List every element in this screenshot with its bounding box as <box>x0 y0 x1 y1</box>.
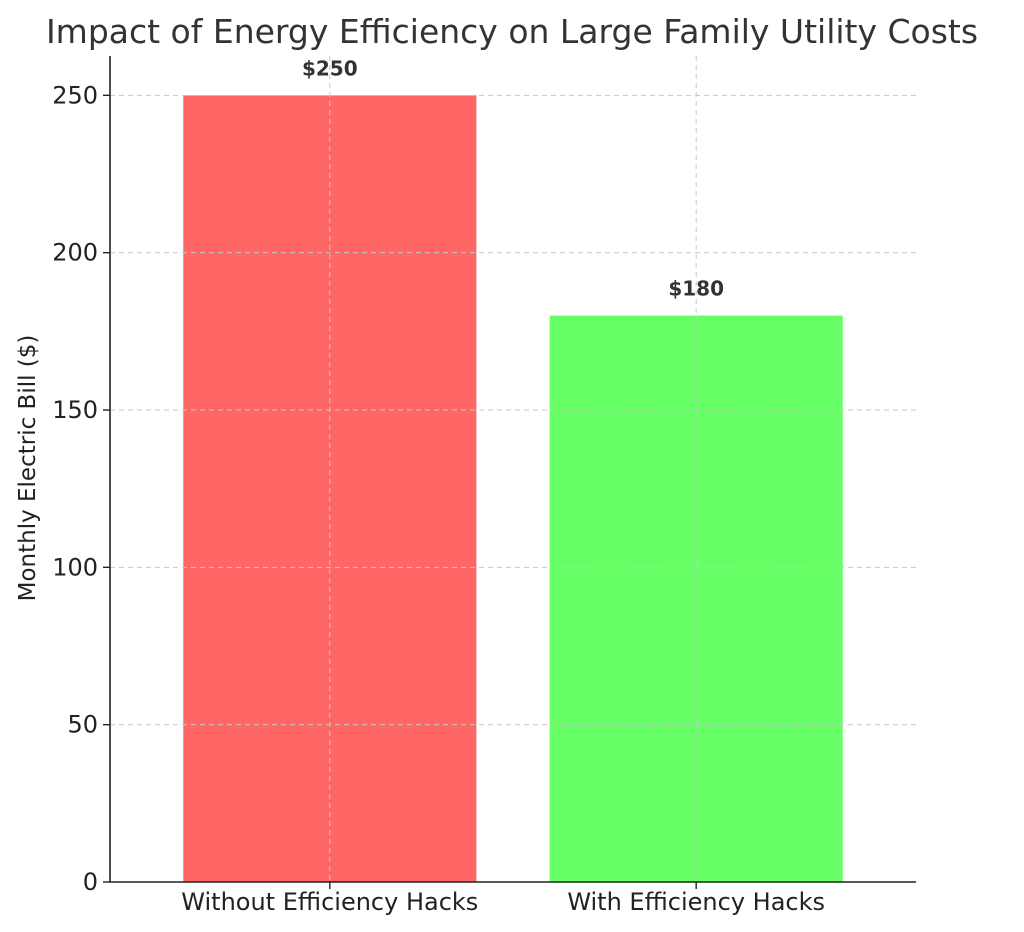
x-tick-label-1: With Efficiency Hacks <box>567 888 825 916</box>
x-ticks: Without Efficiency Hacks With Efficiency … <box>181 882 825 916</box>
data-label-1: $180 <box>668 277 724 301</box>
y-axis-label: Monthly Electric Bill ($) <box>15 335 41 602</box>
y-tick-label-3: 150 <box>52 396 98 424</box>
x-tick-label-0: Without Efficiency Hacks <box>181 888 478 916</box>
chart-title: Impact of Energy Efficiency on Large Fam… <box>46 12 978 51</box>
data-label-0: $250 <box>302 56 358 80</box>
axes <box>109 56 916 883</box>
y-tick-label-1: 50 <box>67 711 98 739</box>
y-tick-label-5: 250 <box>52 81 98 109</box>
y-ticks: 0 50 100 150 200 250 <box>52 81 110 896</box>
y-tick-label-4: 200 <box>52 239 98 267</box>
grid <box>110 56 916 883</box>
data-labels: $250 $180 <box>302 56 724 300</box>
y-tick-label-2: 100 <box>52 553 98 581</box>
bars <box>183 95 843 883</box>
y-tick-label-0: 0 <box>83 868 98 896</box>
